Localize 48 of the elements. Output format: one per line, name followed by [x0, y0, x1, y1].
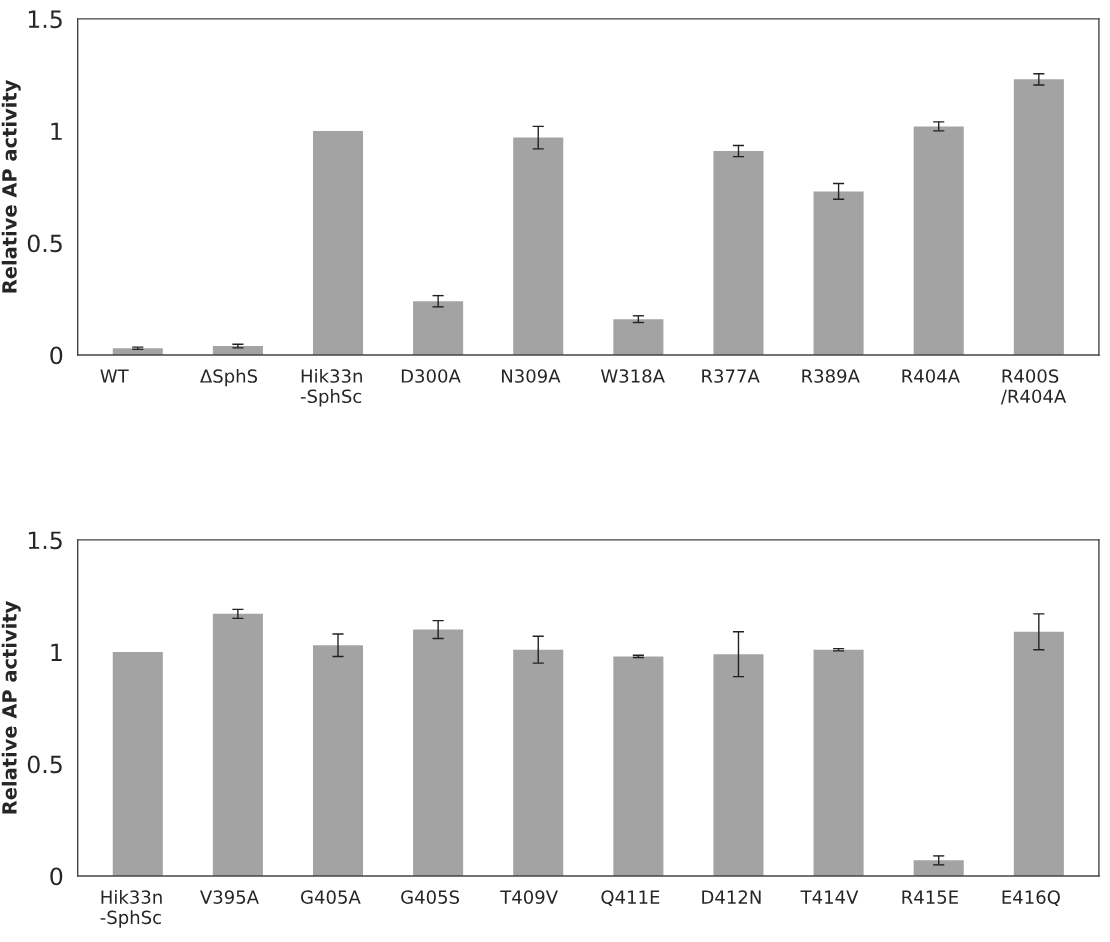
bar	[913, 860, 964, 877]
x-tick-label: N309A	[502, 369, 561, 383]
x-tick-label: D300A	[401, 369, 461, 383]
bar	[513, 649, 564, 877]
y-tick-label: 1	[51, 643, 62, 661]
x-tick-label: G405S	[401, 890, 460, 904]
bar	[413, 301, 464, 355]
bar	[413, 629, 464, 877]
x-tick-label: R415E	[902, 890, 958, 904]
x-tick-label: Hik33n -SphSc	[100, 889, 162, 928]
x-tick-label: R404A	[902, 369, 960, 383]
bar	[613, 319, 664, 355]
y-tick-label: 1.5	[28, 531, 62, 550]
x-tick-label: WT	[100, 369, 129, 383]
y-tick-label: 1	[51, 122, 62, 140]
x-tick-label: Q411E	[601, 890, 660, 906]
bar	[713, 654, 764, 877]
bar	[1013, 79, 1064, 355]
y-tick-label: 0.5	[27, 234, 62, 253]
y-axis-title: Relative AP activity	[1, 601, 21, 814]
bar	[613, 656, 664, 877]
bar	[112, 651, 163, 877]
bar	[1013, 631, 1064, 877]
y-tick-label: 0	[50, 867, 63, 886]
x-tick-label: T414V	[800, 890, 859, 904]
y-tick-label: 0.5	[27, 755, 62, 774]
bar	[913, 126, 964, 355]
bar	[513, 137, 564, 355]
x-tick-label: W318A	[600, 369, 665, 383]
y-tick-label: 1.5	[28, 10, 62, 29]
y-axis-title: Relative AP activity	[1, 80, 21, 293]
x-tick-label: R377A	[702, 369, 760, 383]
bar	[312, 130, 364, 355]
bar	[212, 613, 263, 877]
x-tick-label: ΔSphS	[200, 368, 258, 387]
x-tick-label: R400S /R404A	[1000, 369, 1067, 405]
x-tick-label: G405A	[301, 890, 361, 904]
y-tick-label: 0	[50, 346, 63, 365]
x-tick-label: E416Q	[1002, 890, 1060, 906]
x-tick-label: Hik33n -SphSc	[300, 368, 362, 407]
bar	[713, 151, 764, 355]
x-tick-label: R389A	[802, 369, 860, 383]
bar	[813, 191, 864, 355]
bar	[813, 649, 864, 877]
x-tick-label: D412N	[702, 890, 761, 904]
x-tick-label: V395A	[200, 890, 259, 904]
bar	[312, 645, 364, 877]
x-tick-label: T409V	[500, 890, 558, 904]
